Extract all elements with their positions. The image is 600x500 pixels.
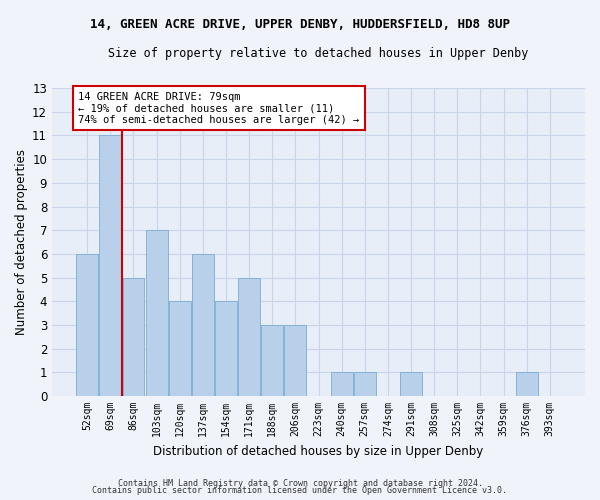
- Bar: [169, 302, 191, 396]
- Bar: [354, 372, 376, 396]
- Y-axis label: Number of detached properties: Number of detached properties: [15, 149, 28, 335]
- Bar: [76, 254, 98, 396]
- Text: 14 GREEN ACRE DRIVE: 79sqm
← 19% of detached houses are smaller (11)
74% of semi: 14 GREEN ACRE DRIVE: 79sqm ← 19% of deta…: [79, 92, 360, 125]
- X-axis label: Distribution of detached houses by size in Upper Denby: Distribution of detached houses by size …: [154, 444, 484, 458]
- Bar: [261, 325, 283, 396]
- Text: Contains HM Land Registry data © Crown copyright and database right 2024.: Contains HM Land Registry data © Crown c…: [118, 478, 482, 488]
- Bar: [238, 278, 260, 396]
- Bar: [400, 372, 422, 396]
- Bar: [284, 325, 307, 396]
- Bar: [331, 372, 353, 396]
- Title: Size of property relative to detached houses in Upper Denby: Size of property relative to detached ho…: [109, 48, 529, 60]
- Bar: [215, 302, 237, 396]
- Bar: [100, 136, 121, 396]
- Bar: [192, 254, 214, 396]
- Bar: [515, 372, 538, 396]
- Bar: [146, 230, 167, 396]
- Bar: [122, 278, 145, 396]
- Text: 14, GREEN ACRE DRIVE, UPPER DENBY, HUDDERSFIELD, HD8 8UP: 14, GREEN ACRE DRIVE, UPPER DENBY, HUDDE…: [90, 18, 510, 30]
- Text: Contains public sector information licensed under the Open Government Licence v3: Contains public sector information licen…: [92, 486, 508, 495]
